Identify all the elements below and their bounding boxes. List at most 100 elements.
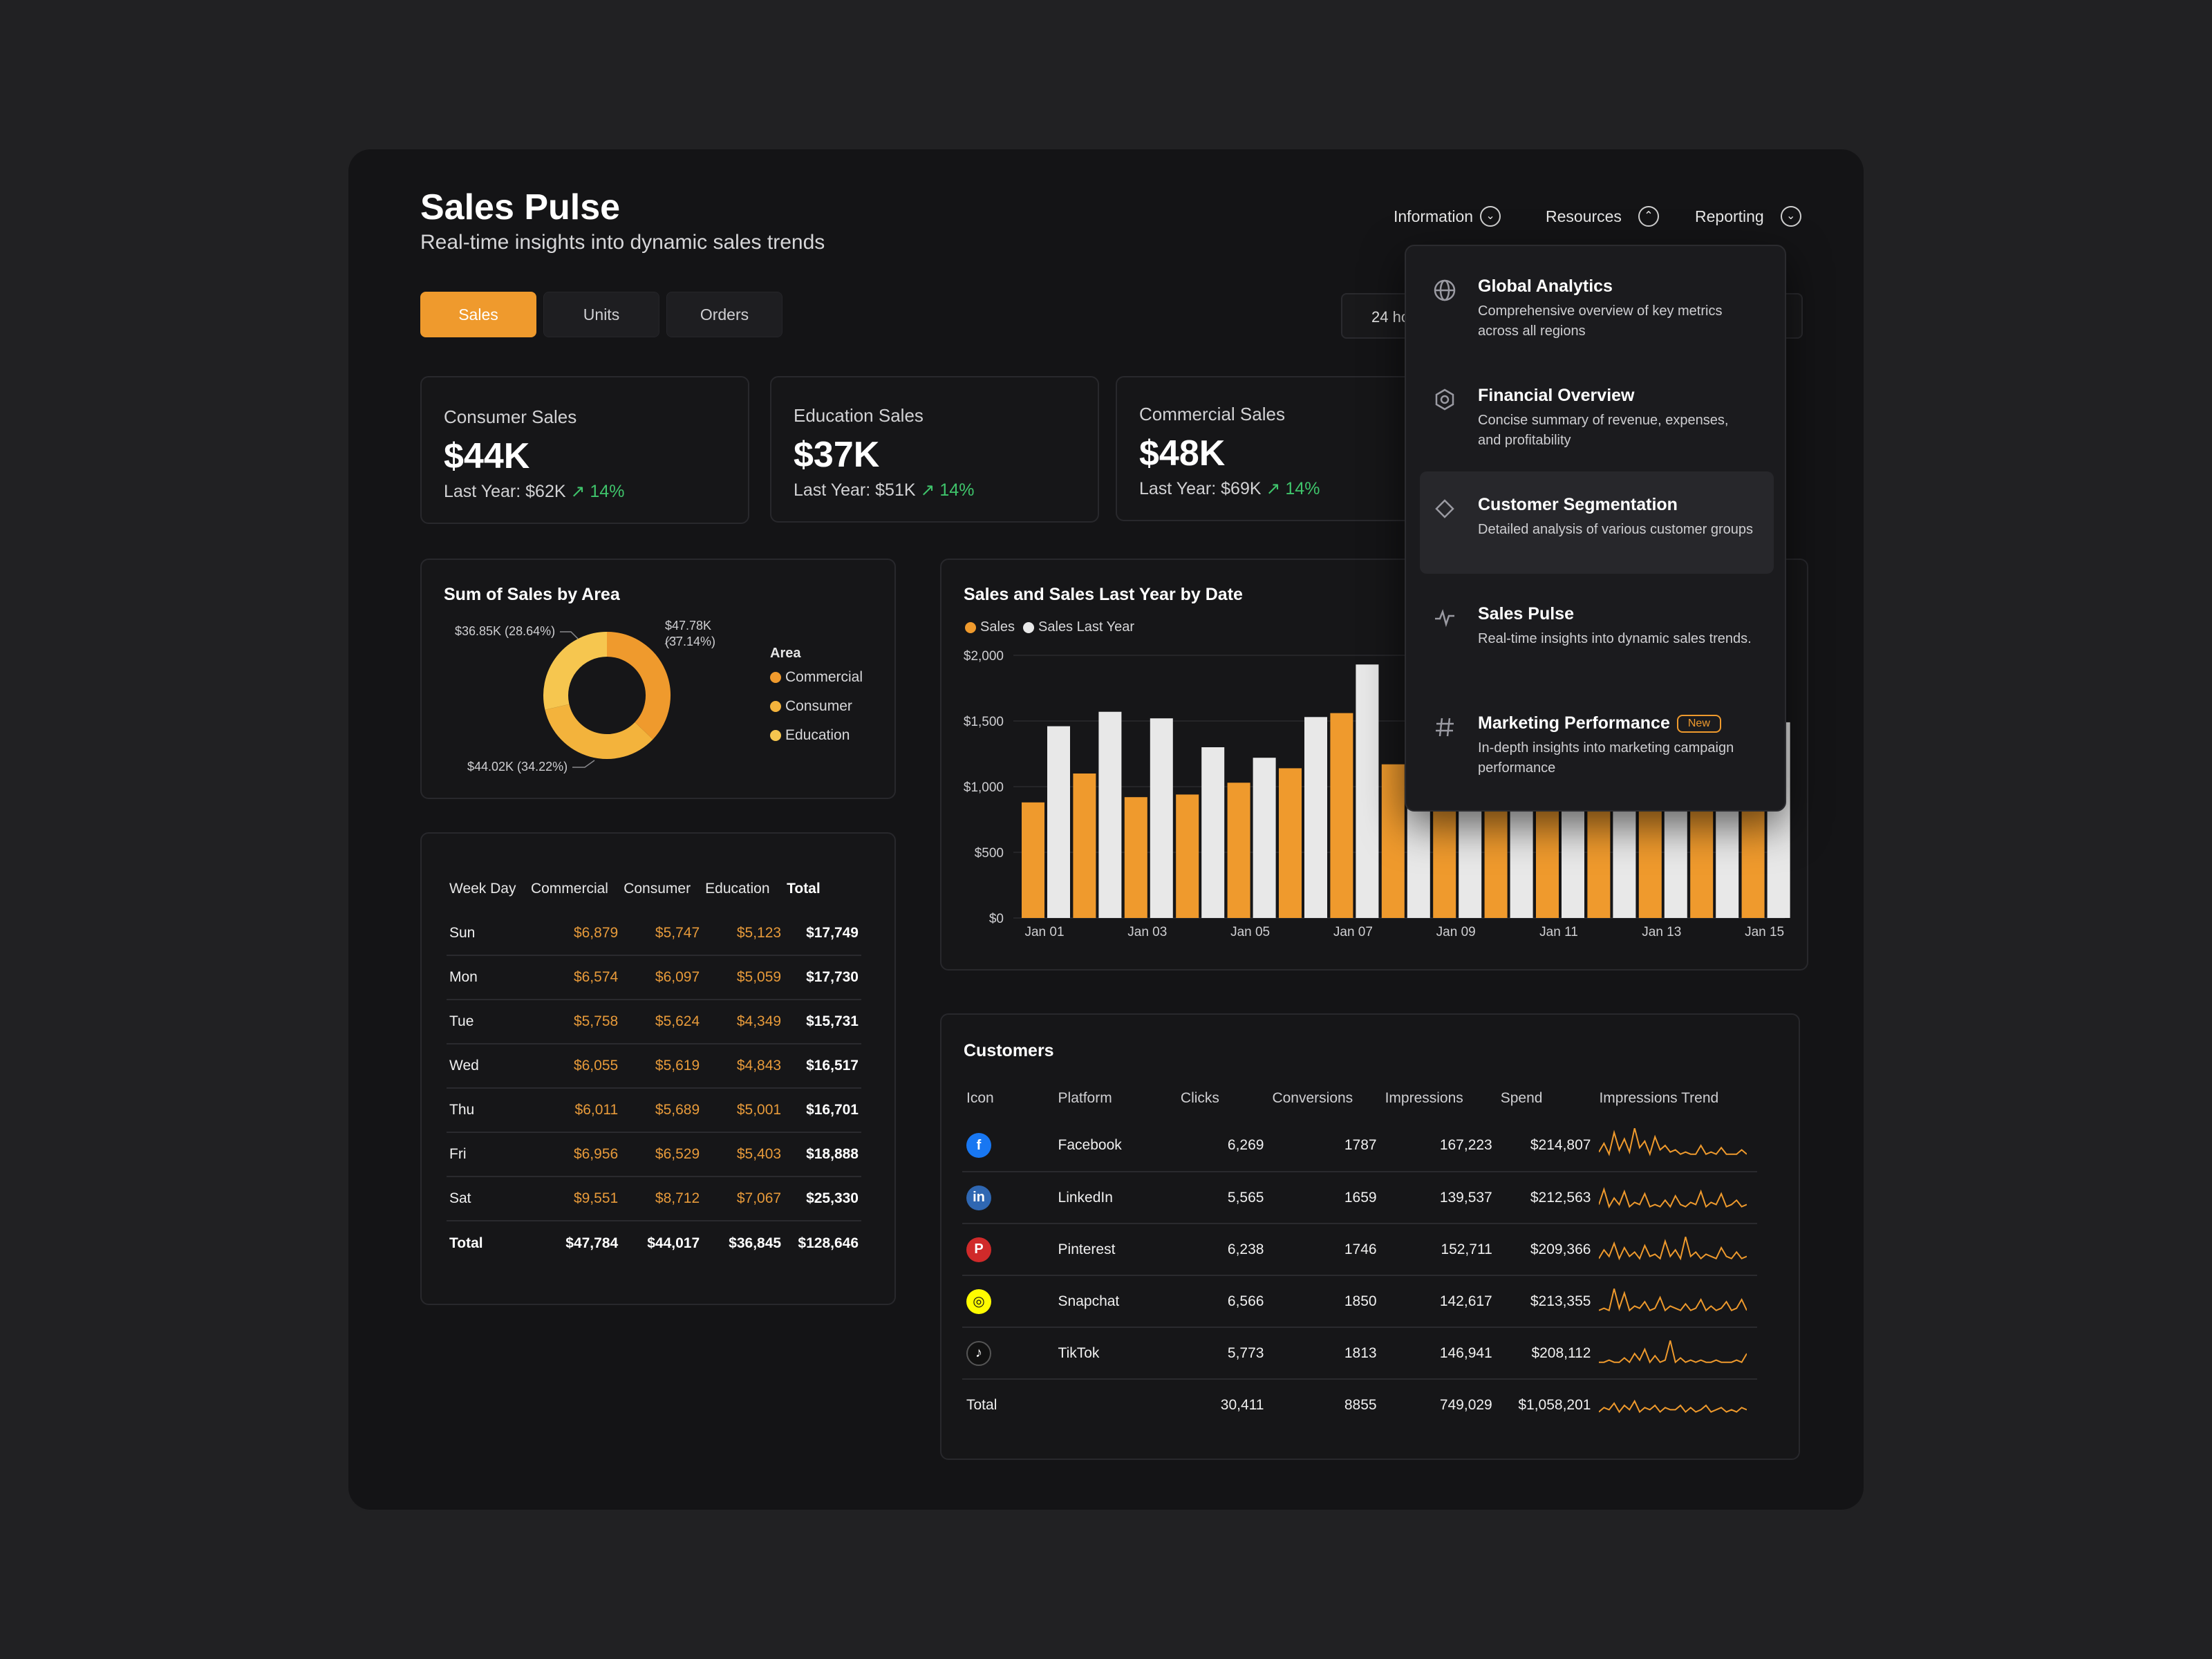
cell-value: $15,731 (784, 1000, 861, 1044)
bar-chart-legend: Sales Sales Last Year (965, 619, 1134, 635)
table-row[interactable]: f Facebook 6,269 1787 167,223 $214,807 (962, 1120, 1757, 1172)
kpi-last-year: Last Year: $62K ↗ 14% (444, 481, 624, 502)
y-tick-label: $1,500 (964, 715, 1004, 729)
cell-icon: P (962, 1224, 1054, 1276)
bar-sales[interactable] (1073, 774, 1096, 918)
donut-slice-education[interactable] (543, 632, 608, 710)
x-tick-label: Jan 05 (1230, 925, 1270, 939)
bar-sales-last-year[interactable] (1201, 747, 1225, 918)
bar-sales-last-year[interactable] (1356, 664, 1379, 918)
cell-spend: $213,355 (1496, 1275, 1595, 1328)
dropdown-item-marketing-performance[interactable]: Marketing Performance New In-depth insig… (1420, 690, 1774, 792)
table-row[interactable]: P Pinterest 6,238 1746 152,711 $209,366 (962, 1224, 1757, 1276)
cell-conversions: 1659 (1268, 1172, 1381, 1224)
cell-trend (1595, 1172, 1757, 1224)
kpi-value: $48K (1139, 433, 1226, 474)
kpi-change: ↗ 14% (1266, 479, 1320, 498)
table-row: Sun $6,879 $5,747 $5,123 $17,749 (447, 911, 861, 956)
table-row[interactable]: in LinkedIn 5,565 1659 139,537 $212,563 (962, 1172, 1757, 1224)
donut-chart (543, 631, 679, 768)
metric-tabs: Sales Units Orders (420, 292, 782, 337)
cell-spend: $208,112 (1496, 1327, 1595, 1380)
leader-line (664, 637, 679, 645)
table-row[interactable]: ◎ Snapchat 6,566 1850 142,617 $213,355 (962, 1275, 1757, 1328)
bar-sales[interactable] (1022, 802, 1044, 918)
dropdown-item-title-text: Customer Segmentation (1478, 495, 1678, 514)
kpi-card-commercial: Commercial Sales $48K Last Year: $69K ↗ … (1116, 376, 1445, 521)
bar-sales[interactable] (1124, 797, 1147, 918)
bar-sales[interactable] (1330, 713, 1353, 918)
cell-conversions: 1813 (1268, 1327, 1381, 1380)
cell-platform: Snapchat (1053, 1275, 1177, 1328)
cell-value: $44,017 (647, 1235, 700, 1251)
cell-clicks: 6,238 (1176, 1224, 1268, 1276)
col-platform: Platform (1058, 1090, 1112, 1106)
legend-label: Sales Last Year (1038, 619, 1135, 635)
bar-sales-last-year[interactable] (1098, 711, 1122, 918)
nav-resources[interactable]: Resources ⌃ (1546, 206, 1659, 227)
donut-slice-commercial[interactable] (606, 632, 671, 740)
kpi-last-year: Last Year: $69K ↗ 14% (1139, 478, 1320, 499)
cell-clicks: 5,773 (1176, 1327, 1268, 1380)
y-tick-label: $1,000 (964, 780, 1004, 795)
tab-sales[interactable]: Sales (420, 292, 536, 337)
table-header-row: Icon Platform Clicks Conversions Impress… (962, 1077, 1757, 1120)
legend-item-education: Education (770, 727, 850, 744)
col-consumer: Consumer (624, 881, 691, 897)
linkedin-icon: in (966, 1185, 991, 1210)
dashboard-panel: Sales Pulse Real-time insights into dyna… (348, 149, 1864, 1510)
legend-dot (770, 730, 781, 741)
legend-label: Commercial (785, 669, 863, 685)
cell-value: $6,956 (527, 1132, 621, 1177)
bar-sales[interactable] (1176, 794, 1199, 918)
x-tick-label: Jan 11 (1539, 925, 1578, 939)
bar-sales[interactable] (1227, 782, 1250, 918)
legend-dot (965, 621, 976, 633)
donut-label-commercial-value: $47.78K (665, 619, 712, 632)
donut-card: Sum of Sales by Area $36.85K (28.64%) $4… (420, 559, 896, 799)
leader-line (572, 760, 595, 768)
legend-item-sales-last-year: Sales Last Year (1023, 619, 1134, 635)
bar-sales[interactable] (1381, 764, 1405, 918)
nav-information[interactable]: Information ⌄ (1394, 206, 1501, 227)
dropdown-item-customer-segmentation[interactable]: Customer Segmentation Detailed analysis … (1420, 471, 1774, 574)
cell-trend (1595, 1379, 1757, 1431)
legend-item-consumer: Consumer (770, 698, 852, 715)
cell-clicks: 6,566 (1176, 1275, 1268, 1328)
legend-item-commercial: Commercial (770, 669, 863, 686)
cell-trend (1595, 1224, 1757, 1276)
weekday-table: Week Day Commercial Consumer Education T… (447, 867, 861, 1265)
customers-table: Icon Platform Clicks Conversions Impress… (962, 1077, 1757, 1431)
dropdown-item-global-analytics[interactable]: Global Analytics Comprehensive overview … (1420, 253, 1774, 355)
bar-sales-last-year[interactable] (1253, 758, 1276, 918)
x-tick-label: Jan 15 (1745, 925, 1784, 939)
pinterest-icon: P (966, 1237, 991, 1262)
y-tick-label: $2,000 (964, 649, 1004, 664)
donut-slice-consumer[interactable] (545, 704, 653, 759)
resources-dropdown: Global Analytics Comprehensive overview … (1405, 245, 1786, 812)
kpi-last-year-text: Last Year: $62K (444, 482, 566, 501)
cell-trend (1595, 1275, 1757, 1328)
dropdown-item-sales-pulse[interactable]: Sales Pulse Real-time insights into dyna… (1420, 581, 1774, 683)
tab-orders[interactable]: Orders (666, 292, 782, 337)
dropdown-item-financial-overview[interactable]: Financial Overview Concise summary of re… (1420, 362, 1774, 465)
table-row[interactable]: ♪ TikTok 5,773 1813 146,941 $208,112 (962, 1327, 1757, 1380)
cell-value: $5,059 (702, 955, 785, 1000)
cell-impressions: 139,537 (1380, 1172, 1497, 1224)
legend-label: Education (785, 727, 850, 743)
legend-label: Sales (980, 619, 1015, 635)
nav-reporting[interactable]: Reporting ⌄ (1695, 206, 1801, 227)
cell-day: Mon (447, 955, 528, 1000)
bar-sales-last-year[interactable] (1150, 718, 1173, 918)
cell-icon: ♪ (962, 1327, 1054, 1380)
cell-icon: f (962, 1120, 1054, 1172)
sparkline (1598, 1186, 1747, 1208)
sparkline (1599, 1288, 1748, 1311)
bar-sales-last-year[interactable] (1304, 717, 1327, 918)
bar-sales-last-year[interactable] (1047, 726, 1070, 918)
activity-icon (1432, 606, 1457, 630)
tab-units[interactable]: Units (543, 292, 659, 337)
kpi-last-year-text: Last Year: $51K (794, 480, 916, 500)
cell-value: $6,879 (527, 911, 621, 956)
bar-sales[interactable] (1279, 768, 1302, 918)
